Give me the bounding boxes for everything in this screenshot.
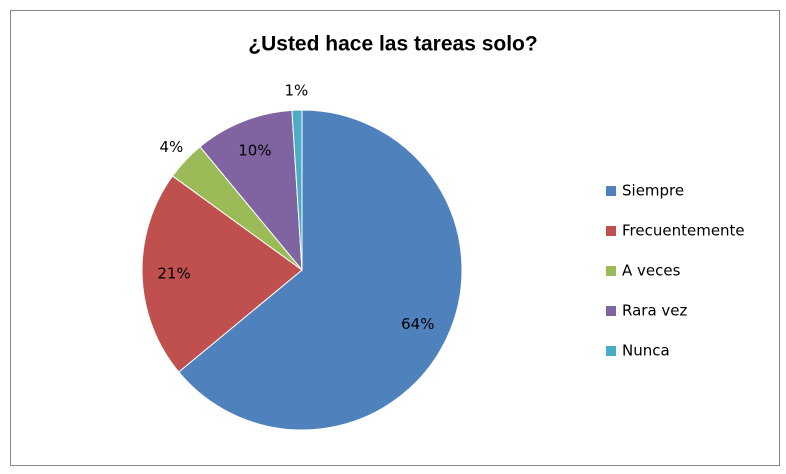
legend-label: Siempre [622,182,684,200]
data-label: 64% [401,315,434,333]
pie-slice [141,175,303,373]
legend-swatch [606,226,616,236]
legend-label: A veces [622,262,681,280]
legend-swatch [606,306,616,316]
legend-label: Nunca [622,342,670,360]
data-label: 10% [238,141,271,159]
data-label: 21% [157,265,190,283]
pie-slice [291,109,303,271]
data-label: 1% [284,81,308,99]
legend-swatch [606,186,616,196]
legend-label: Frecuentemente [622,222,745,240]
pie-slice [178,109,463,431]
pie-slice [199,109,303,272]
chart-title: ¿Usted hace las tareas solo? [248,33,537,56]
data-label: 4% [159,138,183,156]
legend-swatch [606,266,616,276]
legend-label: Rara vez [622,302,688,320]
legend-swatch [606,346,616,356]
